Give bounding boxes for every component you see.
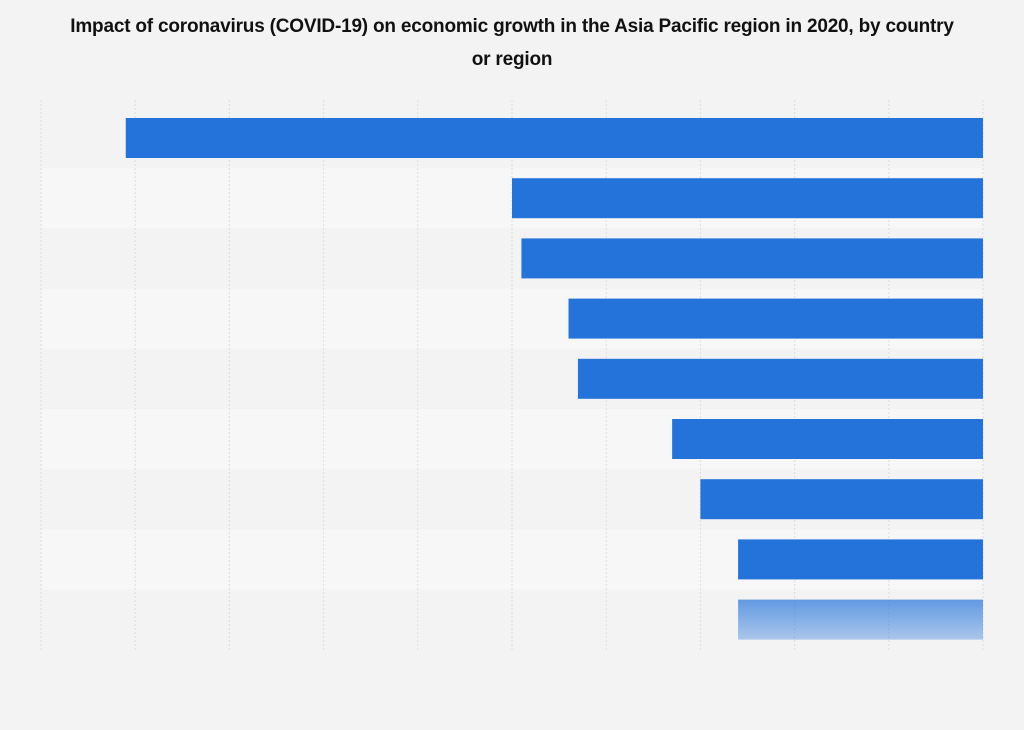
chart-title: Impact of coronavirus (COVID-19) on econ… [70,16,954,70]
bar[interactable] [577,358,983,399]
bar[interactable] [738,539,983,580]
bar[interactable] [568,298,983,339]
bar[interactable] [521,238,983,279]
bar[interactable] [672,419,983,459]
bar[interactable] [512,178,983,219]
bar[interactable] [700,479,983,520]
bar[interactable] [738,599,983,640]
bar[interactable] [125,118,983,158]
